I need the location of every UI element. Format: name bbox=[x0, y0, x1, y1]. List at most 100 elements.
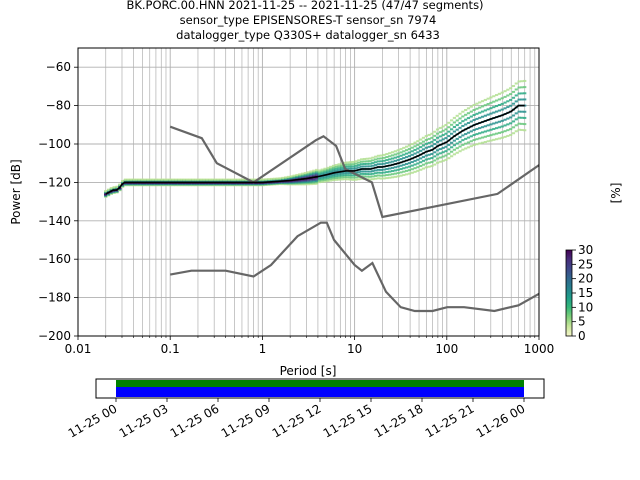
density-cell bbox=[511, 132, 516, 135]
density-cell bbox=[157, 178, 161, 181]
density-cell bbox=[390, 157, 395, 160]
density-cell bbox=[503, 124, 507, 127]
density-cell bbox=[343, 174, 347, 177]
density-cell bbox=[444, 145, 448, 148]
density-cell bbox=[435, 161, 440, 164]
density-cell bbox=[483, 98, 487, 101]
density-cell bbox=[444, 128, 448, 131]
density-cell bbox=[374, 174, 378, 177]
density-cell bbox=[298, 181, 302, 184]
density-cell bbox=[480, 131, 485, 134]
density-cell bbox=[340, 166, 344, 169]
density-cell bbox=[388, 161, 392, 164]
density-cell bbox=[472, 134, 476, 137]
density-cell bbox=[469, 115, 473, 118]
density-cell bbox=[421, 156, 426, 159]
density-cell bbox=[374, 172, 378, 175]
density-cell bbox=[357, 159, 361, 162]
density-cell bbox=[396, 165, 400, 168]
density-cell bbox=[430, 140, 434, 143]
x-tick-label: 10 bbox=[347, 342, 362, 356]
density-cell bbox=[194, 178, 198, 181]
density-cell bbox=[413, 167, 417, 170]
density-cell bbox=[483, 109, 487, 112]
density-cell bbox=[348, 167, 352, 170]
density-cell bbox=[351, 167, 355, 170]
density-cell bbox=[416, 169, 420, 172]
density-cell bbox=[464, 118, 468, 121]
density-cell bbox=[334, 176, 338, 179]
density-cell bbox=[216, 178, 220, 181]
density-cell bbox=[351, 165, 355, 168]
density-cell bbox=[396, 175, 400, 178]
density-cell bbox=[399, 164, 403, 167]
density-cell bbox=[464, 147, 468, 150]
density-cell bbox=[329, 174, 333, 177]
density-cell bbox=[354, 162, 358, 165]
density-cell bbox=[509, 87, 513, 90]
density-cell bbox=[362, 165, 367, 168]
density-cell bbox=[461, 120, 465, 123]
density-cell bbox=[402, 150, 406, 153]
density-cell bbox=[478, 111, 482, 114]
density-cell bbox=[452, 148, 457, 151]
density-cell bbox=[374, 158, 378, 161]
density-cell bbox=[388, 176, 392, 179]
density-cell bbox=[466, 146, 471, 149]
x-axis-ticks: 0.01 0.1 1 10 100 1000 bbox=[65, 336, 554, 356]
density-cell bbox=[385, 174, 389, 177]
density-cell bbox=[523, 104, 527, 107]
density-cell bbox=[379, 171, 383, 174]
density-cell bbox=[500, 91, 504, 94]
density-cell bbox=[450, 146, 454, 149]
density-cell bbox=[382, 177, 386, 180]
density-cell bbox=[410, 150, 414, 153]
density-cell bbox=[444, 150, 448, 153]
density-cell bbox=[309, 179, 313, 182]
density-cell bbox=[427, 141, 431, 144]
density-cell bbox=[140, 178, 144, 181]
density-cell bbox=[374, 163, 378, 166]
density-cell bbox=[351, 178, 355, 181]
density-cell bbox=[407, 162, 412, 165]
density-cell bbox=[458, 126, 462, 129]
density-cell bbox=[312, 169, 316, 172]
density-cell bbox=[416, 162, 420, 165]
density-cell bbox=[517, 110, 521, 113]
density-cell bbox=[441, 129, 445, 132]
density-cell bbox=[382, 162, 386, 165]
density-cell bbox=[517, 98, 521, 101]
density-cell bbox=[315, 182, 319, 185]
density-cell bbox=[340, 164, 344, 167]
density-cell bbox=[343, 161, 347, 164]
density-cell bbox=[492, 133, 496, 136]
density-cell bbox=[444, 158, 448, 161]
density-cell bbox=[371, 175, 375, 178]
density-cell bbox=[452, 116, 457, 119]
density-cell bbox=[497, 120, 502, 123]
density-cell bbox=[444, 154, 448, 157]
density-cell bbox=[441, 125, 445, 128]
colorbar-tick-label: 30 bbox=[578, 243, 593, 257]
density-cell bbox=[461, 148, 465, 151]
density-cell bbox=[475, 128, 479, 131]
density-cell bbox=[472, 129, 476, 132]
density-cell bbox=[306, 173, 310, 176]
density-cell bbox=[466, 131, 471, 134]
density-cell bbox=[106, 188, 111, 191]
density-cell bbox=[520, 92, 524, 95]
colorbar-tick-label: 20 bbox=[578, 272, 593, 286]
density-cell bbox=[320, 179, 324, 182]
density-cell bbox=[500, 119, 504, 122]
density-cell bbox=[390, 170, 395, 173]
density-cell bbox=[514, 130, 518, 133]
density-cell bbox=[393, 172, 397, 175]
density-cell bbox=[396, 149, 400, 152]
density-cell bbox=[464, 113, 468, 116]
density-cell bbox=[435, 140, 440, 143]
density-cell bbox=[379, 168, 383, 171]
density-cell bbox=[450, 132, 454, 135]
density-cell bbox=[447, 121, 451, 124]
density-cell bbox=[506, 94, 510, 97]
density-cell bbox=[337, 176, 341, 179]
